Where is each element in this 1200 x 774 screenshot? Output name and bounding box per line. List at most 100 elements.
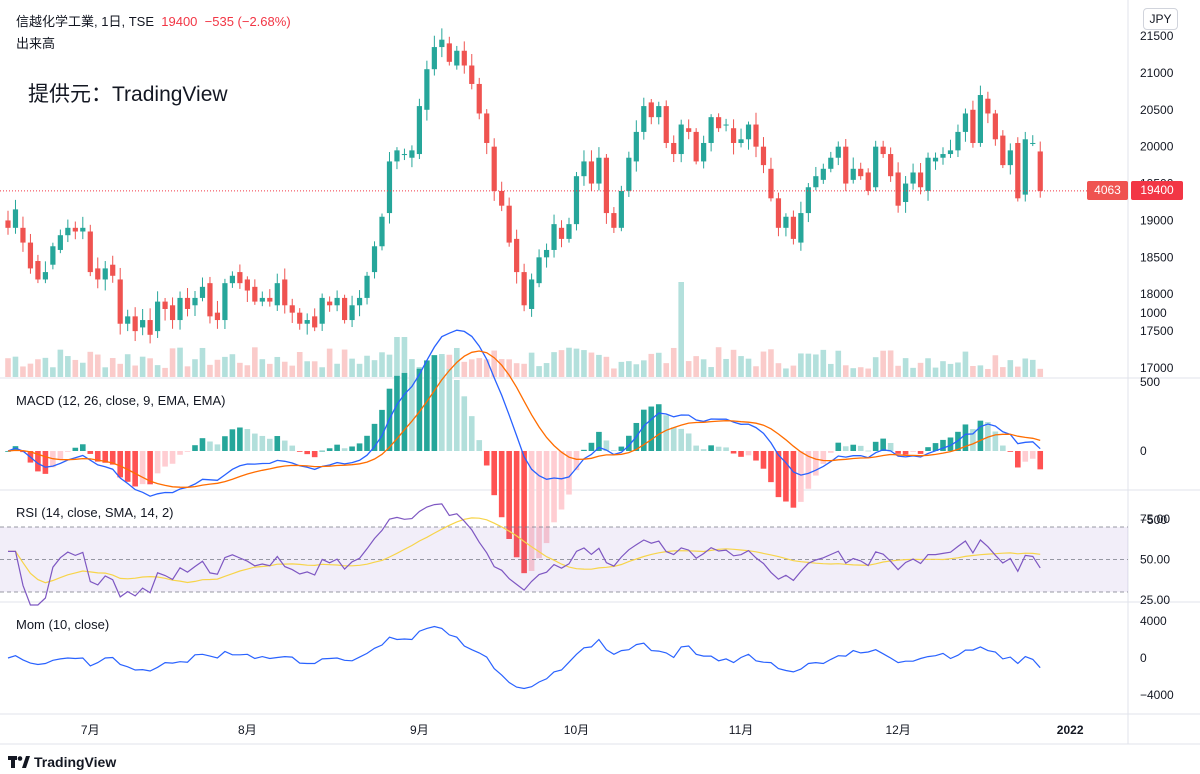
volume-bar bbox=[237, 362, 243, 377]
volume-bar bbox=[835, 350, 842, 377]
candle-body bbox=[50, 246, 56, 265]
time-tick-label: 9月 bbox=[410, 723, 429, 737]
volume-bar bbox=[446, 354, 453, 377]
volume-bar bbox=[319, 367, 325, 377]
volume-bar bbox=[715, 347, 722, 377]
volume-bar bbox=[783, 368, 789, 377]
volume-bar bbox=[244, 365, 251, 377]
interval-label[interactable]: 1日 bbox=[101, 14, 122, 29]
macd-histogram-bar bbox=[296, 451, 303, 452]
macd-histogram-bar bbox=[708, 445, 714, 451]
price-tick-label: 19000 bbox=[1140, 213, 1174, 227]
symbol-name[interactable]: 信越化学工業 bbox=[16, 14, 95, 29]
volume-bar bbox=[925, 358, 931, 377]
volume-bar bbox=[274, 356, 281, 377]
macd-label[interactable]: MACD (12, 26, close, 9, EMA, EMA) bbox=[16, 393, 226, 408]
price-tick-label: 17500 bbox=[1140, 324, 1174, 338]
volume-bar bbox=[887, 350, 894, 377]
candle-body bbox=[12, 209, 19, 228]
volume-bar bbox=[27, 363, 34, 377]
macd-histogram-bar bbox=[65, 451, 71, 452]
candle-body bbox=[1030, 142, 1036, 144]
volume-bar bbox=[865, 368, 871, 377]
macd-histogram-bar bbox=[962, 424, 969, 451]
macd-histogram-bar bbox=[1015, 451, 1021, 468]
volume-bar bbox=[753, 366, 759, 377]
candle-body bbox=[543, 249, 550, 258]
volume-bar bbox=[259, 359, 266, 377]
tradingview-logo[interactable]: TradingView bbox=[8, 754, 116, 770]
volume-label[interactable]: 出来高 bbox=[16, 36, 56, 51]
candle-body bbox=[611, 213, 617, 228]
volume-bar bbox=[805, 353, 812, 377]
candle-body bbox=[132, 316, 138, 332]
macd-histogram-bar bbox=[446, 368, 453, 451]
price-tick-label: 20000 bbox=[1140, 140, 1174, 154]
volume-bar bbox=[588, 352, 595, 377]
candle-body bbox=[312, 316, 318, 328]
macd-histogram-bar bbox=[805, 451, 812, 489]
macd-histogram-bar bbox=[992, 431, 999, 451]
candle-body bbox=[790, 216, 796, 239]
macd-histogram-bar bbox=[910, 451, 916, 452]
mom-label[interactable]: Mom (10, close) bbox=[16, 617, 110, 632]
macd-histogram-bar bbox=[192, 445, 198, 451]
macd-histogram-bar bbox=[618, 446, 625, 451]
macd-histogram-bar bbox=[94, 451, 101, 462]
currency-button[interactable]: JPY bbox=[1143, 8, 1178, 30]
volume-bar bbox=[20, 366, 26, 377]
time-tick-label: 2022 bbox=[1057, 723, 1084, 737]
candle-body bbox=[648, 102, 654, 118]
rsi-label[interactable]: RSI (14, close, SMA, 14, 2) bbox=[16, 505, 174, 520]
candle-body bbox=[708, 117, 714, 143]
candle-body bbox=[798, 213, 804, 243]
macd-histogram-bar bbox=[723, 447, 729, 451]
macd-histogram-bar bbox=[872, 441, 879, 451]
candle-body bbox=[117, 279, 123, 324]
macd-histogram-bar bbox=[528, 451, 535, 571]
volume-bar bbox=[498, 359, 505, 377]
time-tick-label: 10月 bbox=[564, 723, 589, 737]
volume-bar bbox=[468, 359, 475, 377]
macd-histogram-bar bbox=[1037, 451, 1044, 470]
volume-bar bbox=[281, 361, 288, 377]
volume-bar bbox=[581, 350, 587, 377]
candle-body bbox=[551, 224, 557, 250]
candle-body bbox=[888, 154, 894, 177]
macd-histogram-bar bbox=[35, 451, 41, 472]
candle-body bbox=[140, 320, 146, 328]
candle-body bbox=[671, 142, 677, 155]
volume-bar bbox=[655, 352, 662, 377]
macd-histogram-bar bbox=[611, 450, 617, 452]
macd-tick-label: 1000 bbox=[1140, 306, 1167, 320]
price-tick-label: 21000 bbox=[1140, 66, 1174, 80]
volume-bar bbox=[386, 354, 393, 377]
candle-body bbox=[573, 176, 580, 225]
macd-histogram-bar bbox=[147, 451, 153, 485]
macd-histogram-bar bbox=[1022, 451, 1029, 462]
macd-histogram-bar bbox=[513, 451, 520, 558]
volume-bar bbox=[626, 361, 632, 377]
volume-bar bbox=[850, 368, 857, 377]
candle-body bbox=[529, 279, 535, 309]
candle-body bbox=[297, 312, 303, 324]
volume-bar bbox=[296, 351, 303, 377]
volume-bar bbox=[35, 359, 41, 377]
volume-bar bbox=[1015, 366, 1021, 377]
macd-histogram-bar bbox=[745, 451, 752, 456]
candle-body bbox=[274, 283, 280, 306]
candle-body bbox=[820, 168, 826, 180]
candle-body bbox=[783, 216, 789, 228]
macd-histogram-bar bbox=[109, 451, 116, 465]
macd-histogram-bar bbox=[700, 449, 707, 451]
signal-line bbox=[7, 350, 1041, 488]
macd-histogram-bar bbox=[42, 451, 49, 474]
volume-bar bbox=[521, 363, 527, 377]
macd-histogram-bar bbox=[5, 451, 11, 452]
candle-body bbox=[828, 157, 834, 169]
candle-body bbox=[686, 128, 692, 132]
macd-tick-label: 500 bbox=[1140, 375, 1160, 389]
candle-body bbox=[760, 146, 767, 166]
volume-bar bbox=[1007, 360, 1014, 377]
